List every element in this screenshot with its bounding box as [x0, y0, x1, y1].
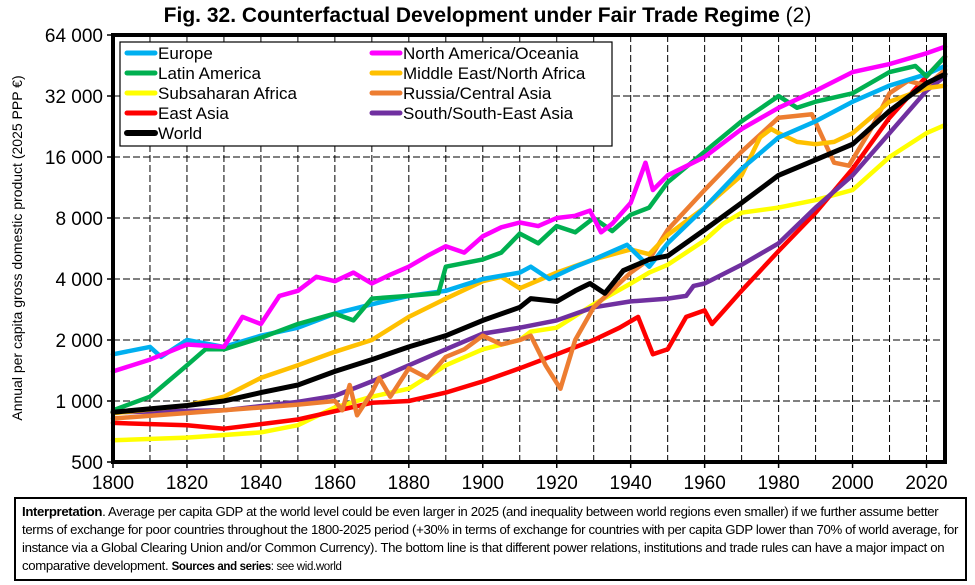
y-tick-label: 64 000 [45, 26, 103, 47]
legend-label: North America/Oceania [403, 44, 579, 63]
legend-label: Europe [158, 44, 213, 63]
y-tick-label: 8 000 [55, 209, 103, 230]
legend-label: Latin America [158, 64, 262, 83]
note-text: . Average per capita GDP at the world le… [22, 504, 959, 573]
legend-label: World [158, 124, 202, 143]
y-tick-label: 500 [71, 453, 103, 474]
series-line-south-south-east-asia [110, 74, 948, 415]
line-chart: 500 1 000 2 000 4 000 8 000 16 000 32 000 64 00… [9, 26, 948, 494]
series-line-east-asia [110, 54, 948, 431]
legend-label: Russia/Central Asia [403, 84, 552, 103]
legend: Europe North America/Oceania Latin America… [119, 41, 613, 147]
x-tick-label: 1840 [240, 473, 282, 494]
sources-label: Sources and series [171, 561, 272, 573]
y-axis-label: Annual per capita gross domestic product… [9, 75, 25, 420]
series-lines [110, 44, 948, 443]
legend-box [119, 41, 613, 147]
y-tick-label: 4 000 [55, 270, 103, 291]
y-tick-label: 16 000 [45, 148, 103, 169]
x-tick-label: 2020 [905, 473, 947, 494]
y-tick-label: 32 000 [45, 87, 103, 108]
series-line-world [110, 71, 948, 415]
chart-title: Fig. 32. Counterfactual Development unde… [0, 4, 975, 28]
legend-label: Middle East/North Africa [403, 64, 586, 83]
plot-frame [111, 33, 947, 464]
x-tick-label: 1980 [757, 473, 799, 494]
legend-label: East Asia [158, 104, 229, 123]
y-axis: 500 1 000 2 000 4 000 8 000 16 000 32 000 64 00… [45, 26, 113, 474]
x-tick-label: 2000 [831, 473, 873, 494]
x-tick-label: 1800 [92, 473, 134, 494]
chart-title-suffix: (2) [785, 4, 812, 27]
x-tick-label: 1860 [314, 473, 356, 494]
x-tick-label: 1960 [684, 473, 726, 494]
chart-title-main: Fig. 32. Counterfactual Development unde… [163, 4, 780, 27]
series-line-north-america-oceania [110, 44, 948, 374]
note-lead: Interpretation [22, 504, 103, 519]
x-tick-label: 1920 [536, 473, 578, 494]
legend-label: South/South-East Asia [403, 104, 574, 123]
legend-label: Subsaharan Africa [158, 84, 297, 103]
x-tick-label: 1880 [388, 473, 430, 494]
y-tick-label: 2 000 [55, 331, 103, 352]
series-line-russia-central-asia [110, 67, 948, 421]
sources-text: : see wid.world [270, 561, 342, 573]
interpretation-note: Interpretation. Average per capita GDP a… [14, 497, 967, 581]
x-tick-label: 1820 [166, 473, 208, 494]
series-line-latin-america [110, 54, 948, 413]
x-tick-label: 1900 [462, 473, 504, 494]
x-tick-label: 1940 [610, 473, 652, 494]
y-tick-label: 1 000 [55, 392, 103, 413]
x-axis: 1800 1820 1840 1860 1880 1900 1920 1940 1960 1980… [92, 462, 948, 494]
